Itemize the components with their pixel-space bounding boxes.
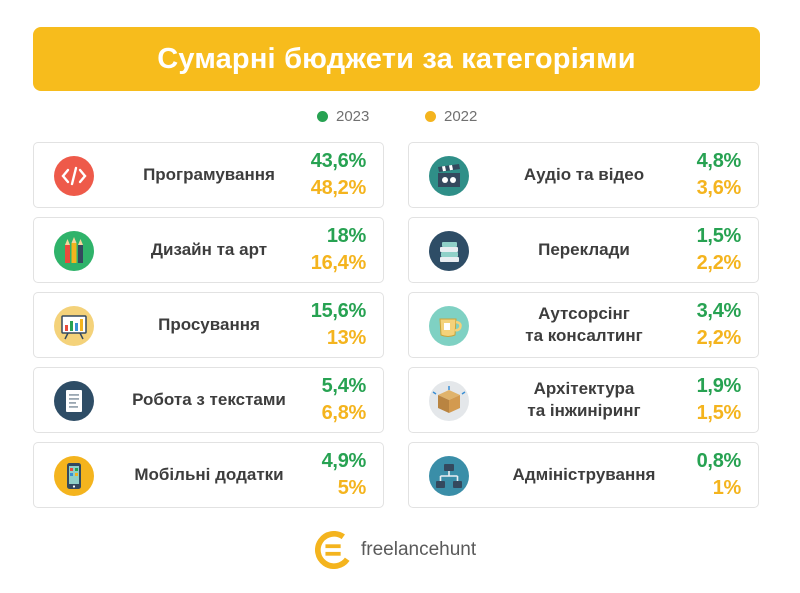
legend-label-2022: 2022 bbox=[444, 108, 478, 125]
category-label-text: Програмування bbox=[143, 165, 275, 184]
smartphone-icon bbox=[54, 456, 94, 496]
category-label-text: Мобільні додатки bbox=[134, 465, 284, 484]
value-2023: 1,5% bbox=[696, 225, 742, 247]
value-2022: 13% bbox=[326, 327, 366, 349]
category-card: Мобільні додатки 4,9% 5% bbox=[33, 442, 384, 508]
value-2022: 3,6% bbox=[696, 177, 742, 199]
code-icon bbox=[54, 156, 94, 196]
freelancehunt-logo-icon bbox=[315, 531, 353, 569]
title-banner: Сумарні бюджети за категоріями bbox=[33, 27, 760, 91]
category-card: Просування 15,6% 13% bbox=[33, 292, 384, 358]
value-2023: 4,8% bbox=[696, 150, 742, 172]
category-label-text: Робота з текстами bbox=[132, 390, 286, 409]
legend-dot-2023 bbox=[317, 111, 328, 122]
value-2022: 2,2% bbox=[696, 252, 742, 274]
category-card: Аудіо та відео 4,8% 3,6% bbox=[408, 142, 759, 208]
presentation-board-icon bbox=[54, 306, 94, 346]
category-label: Програмування bbox=[104, 143, 314, 207]
legend-item-2022: 2022 bbox=[425, 108, 477, 125]
value-2023: 0,8% bbox=[696, 450, 742, 472]
category-label-text: Просування bbox=[158, 315, 260, 334]
value-2023: 1,9% bbox=[696, 375, 742, 397]
category-label: Архітектура та інжиніринг bbox=[479, 368, 689, 432]
brand-name: freelancehunt bbox=[361, 539, 477, 560]
category-card: Робота з текстами 5,4% 6,8% bbox=[33, 367, 384, 433]
value-2022: 5% bbox=[337, 477, 367, 499]
value-2022: 6,8% bbox=[321, 402, 367, 424]
category-label: Просування bbox=[104, 293, 314, 357]
category-card: Програмування 43,6% 48,2% bbox=[33, 142, 384, 208]
pencils-icon bbox=[54, 231, 94, 271]
category-label-text: Архітектура та інжиніринг bbox=[527, 379, 641, 420]
category-card: Переклади 1,5% 2,2% bbox=[408, 217, 759, 283]
value-2023: 5,4% bbox=[321, 375, 367, 397]
category-label-text: Дизайн та арт bbox=[150, 240, 268, 259]
box-icon bbox=[429, 381, 469, 421]
category-card: Архітектура та інжиніринг 1,9% 1,5% bbox=[408, 367, 759, 433]
document-icon bbox=[54, 381, 94, 421]
category-label-text: Переклади bbox=[538, 240, 630, 259]
books-icon bbox=[429, 231, 469, 271]
value-2023: 18% bbox=[326, 225, 366, 247]
value-2023: 43,6% bbox=[310, 150, 367, 172]
value-2022: 16,4% bbox=[310, 252, 367, 274]
category-label: Аудіо та відео bbox=[479, 143, 689, 207]
value-2022: 1,5% bbox=[696, 402, 742, 424]
value-2023: 3,4% bbox=[696, 300, 742, 322]
legend-label-2023: 2023 bbox=[336, 108, 370, 125]
value-2022: 2,2% bbox=[696, 327, 742, 349]
value-2023: 4,9% bbox=[321, 450, 367, 472]
category-label: Переклади bbox=[479, 218, 689, 282]
category-label: Аутсорсінг та консалтинг bbox=[479, 293, 689, 357]
value-2022: 1% bbox=[712, 477, 742, 499]
footer: freelancehunt bbox=[315, 530, 476, 570]
chart-title: Сумарні бюджети за категоріями bbox=[157, 42, 636, 75]
category-label: Дизайн та арт bbox=[104, 218, 314, 282]
category-label-text: Адміністрування bbox=[512, 465, 656, 484]
network-icon bbox=[429, 456, 469, 496]
category-label-text: Аудіо та відео bbox=[523, 165, 645, 184]
value-2022: 48,2% bbox=[310, 177, 367, 199]
category-label: Адміністрування bbox=[479, 443, 689, 507]
clapperboard-icon bbox=[429, 156, 469, 196]
category-card: Дизайн та арт 18% 16,4% bbox=[33, 217, 384, 283]
category-card: Аутсорсінг та консалтинг 3,4% 2,2% bbox=[408, 292, 759, 358]
value-2023: 15,6% bbox=[310, 300, 367, 322]
legend-item-2023: 2023 bbox=[317, 108, 369, 125]
category-card: Адміністрування 0,8% 1% bbox=[408, 442, 759, 508]
category-label: Мобільні додатки bbox=[104, 443, 314, 507]
category-label-text: Аутсорсінг та консалтинг bbox=[525, 304, 643, 345]
legend-dot-2022 bbox=[425, 111, 436, 122]
category-label: Робота з текстами bbox=[104, 368, 314, 432]
cup-icon bbox=[429, 306, 469, 346]
